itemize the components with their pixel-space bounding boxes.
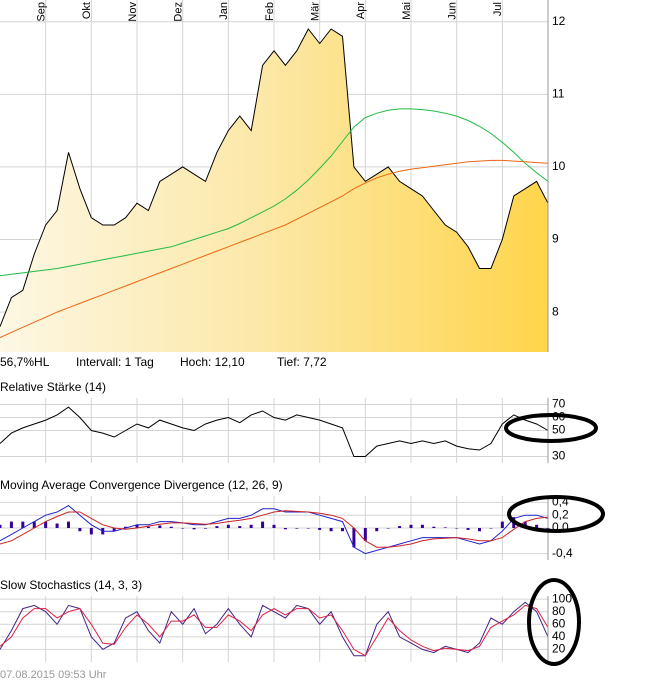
histogram-bar xyxy=(146,526,150,528)
footer: 07.08.2015 09:53 Uhr xyxy=(0,669,107,681)
histogram-bar xyxy=(455,528,459,529)
histogram-bar xyxy=(409,524,413,528)
y-tick-label: 0,0 xyxy=(552,520,569,534)
x-tick-label: Mai xyxy=(401,2,413,20)
histogram-bar xyxy=(500,521,504,528)
y-tick-label: 40 xyxy=(552,629,566,643)
histogram-bar xyxy=(363,528,367,541)
series-line xyxy=(0,510,549,548)
histogram-bar xyxy=(352,528,356,548)
series-line xyxy=(0,28,549,327)
y-tick-label: 100 xyxy=(552,591,572,605)
x-tick-label: Jan xyxy=(218,2,230,20)
histogram-bar xyxy=(0,524,2,528)
histogram-bar xyxy=(78,528,82,532)
x-tick-label: Jul xyxy=(492,2,504,16)
info-high: Hoch: 12,10 xyxy=(180,355,245,369)
series-line xyxy=(0,406,549,457)
y-tick-label: 9 xyxy=(552,232,559,246)
x-tick-label: Jun xyxy=(447,2,459,20)
y-tick-label: 30 xyxy=(552,449,566,463)
histogram-bar xyxy=(398,526,402,528)
histogram-bar xyxy=(318,528,322,530)
histogram-bar xyxy=(261,521,265,528)
series-line xyxy=(0,604,549,657)
histogram-bar xyxy=(386,528,390,529)
highlight-ellipse xyxy=(504,413,598,443)
x-tick-label: Sep xyxy=(36,2,48,22)
histogram-bar xyxy=(44,521,48,528)
histogram-bar xyxy=(238,526,242,528)
y-tick-label: 11 xyxy=(552,87,565,101)
highlight-ellipse xyxy=(507,495,605,533)
histogram-bar xyxy=(67,521,70,528)
histogram-bar xyxy=(9,521,13,528)
y-tick-label: 20 xyxy=(552,642,566,656)
panel-title: Slow Stochastics (14, 3, 3) xyxy=(0,578,142,592)
series-line xyxy=(0,159,549,338)
highlight-ellipse xyxy=(527,578,581,666)
histogram-bar xyxy=(112,528,116,532)
y-tick-label: 8 xyxy=(552,304,559,318)
histogram-bar xyxy=(295,528,299,529)
x-tick-label: Mär xyxy=(310,2,322,21)
y-tick-label: 60 xyxy=(552,410,566,424)
histogram-bar xyxy=(169,526,173,528)
x-tick-label: Dez xyxy=(173,2,185,22)
histogram-bar xyxy=(249,524,253,528)
histogram-bar xyxy=(204,528,207,529)
y-tick-label: 60 xyxy=(552,616,566,630)
histogram-bar xyxy=(272,524,276,528)
histogram-bar xyxy=(215,526,219,528)
y-tick-label: 0,4 xyxy=(552,495,569,509)
y-tick-label: 80 xyxy=(552,604,566,618)
histogram-bar xyxy=(135,524,139,528)
histogram-bar xyxy=(21,521,25,528)
histogram-bar xyxy=(443,527,447,528)
histogram-bar xyxy=(478,528,481,532)
histogram-bar xyxy=(341,528,344,532)
info-low: Tief: 7,72 xyxy=(277,355,327,369)
histogram-bar xyxy=(55,523,59,528)
x-tick-label: Okt xyxy=(81,2,93,19)
histogram-bar xyxy=(432,526,436,528)
histogram-bar xyxy=(89,528,93,535)
histogram-bar xyxy=(420,524,424,528)
y-tick-label: 70 xyxy=(552,397,566,411)
y-tick-label: 0,2 xyxy=(552,507,569,521)
histogram-bar xyxy=(32,521,36,528)
y-tick-label: 12 xyxy=(552,14,566,28)
histogram-bar xyxy=(192,528,196,530)
y-tick-label: 10 xyxy=(552,159,566,173)
x-tick-label: Apr xyxy=(355,2,367,19)
histogram-bar xyxy=(306,528,310,529)
histogram-bar xyxy=(226,524,230,528)
histogram-bar xyxy=(466,528,470,530)
price-area xyxy=(0,29,548,352)
histogram-bar xyxy=(158,525,162,528)
histogram-bar xyxy=(283,528,287,530)
histogram-bar xyxy=(181,528,185,529)
y-tick-label: 50 xyxy=(552,423,566,437)
panel-title: Moving Average Convergence Divergence (1… xyxy=(0,478,283,492)
histogram-bar xyxy=(535,524,539,528)
x-tick-label: Nov xyxy=(127,2,139,22)
info-interval: Intervall: 1 Tag xyxy=(76,355,154,369)
histogram-bar xyxy=(124,526,128,528)
histogram-bar xyxy=(375,528,379,532)
series-line xyxy=(0,108,549,277)
x-tick-label: Feb xyxy=(264,2,276,21)
panel-title: Relative Stärke (14) xyxy=(0,380,106,394)
histogram-bar xyxy=(489,528,493,529)
histogram-bar xyxy=(329,528,333,532)
info-hl: 56,7%HL xyxy=(0,355,50,369)
y-tick-label: -0,4 xyxy=(552,546,573,560)
plot-layer: .comdirectRelative Stärke (14)Moving Ave… xyxy=(0,0,550,662)
